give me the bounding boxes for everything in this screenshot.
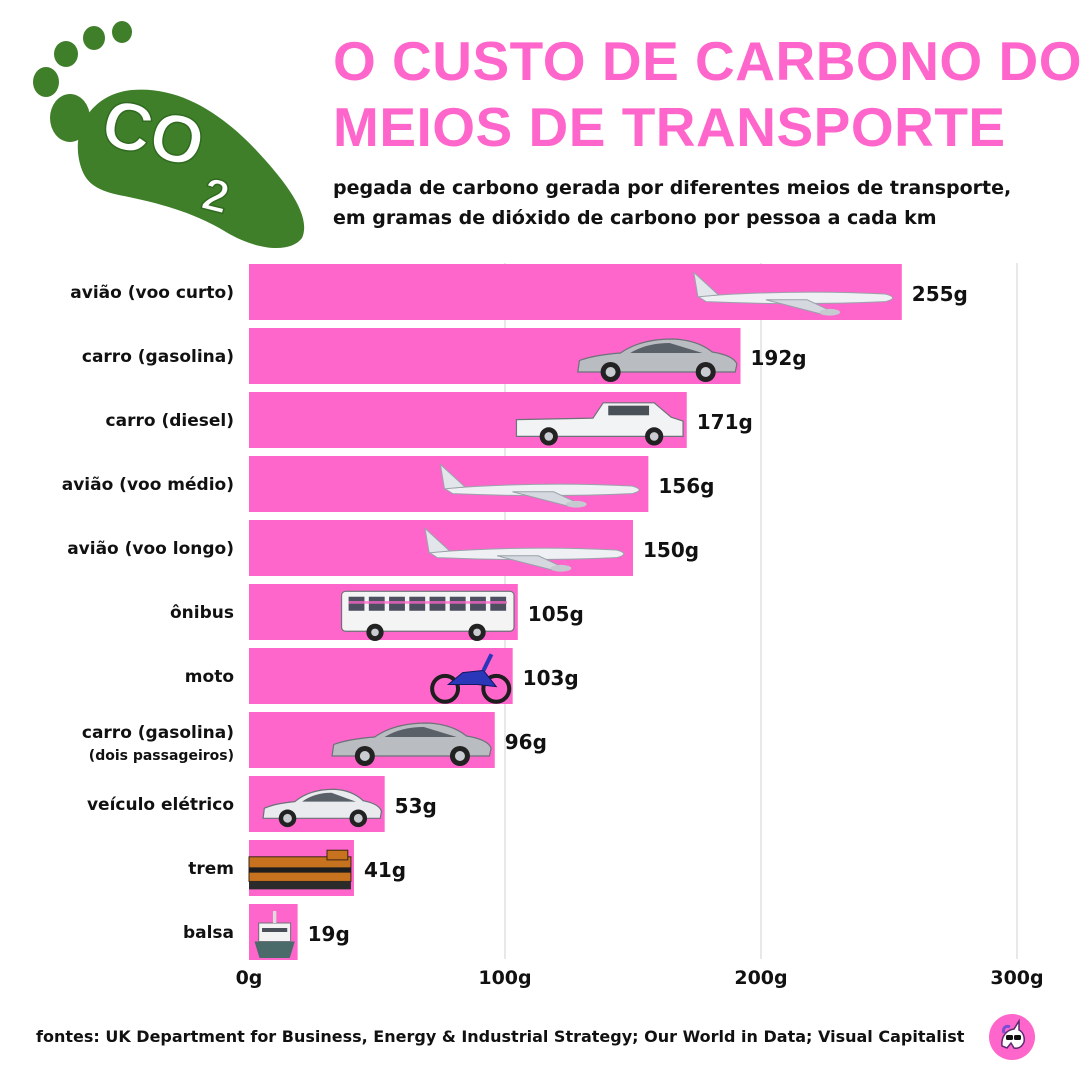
airplane-icon (439, 463, 640, 508)
sources-footnote: fontes: UK Department for Business, Ener… (36, 1027, 965, 1046)
category-label: ônibus (170, 603, 234, 623)
value-label: 105g (528, 602, 584, 626)
sedan-car-icon (331, 722, 492, 766)
category-label: carro (diesel) (106, 411, 234, 431)
category-label: trem (188, 859, 234, 879)
category-label: carro (gasolina) (82, 347, 234, 367)
subtitle: pegada de carbono gerada por diferentes … (333, 173, 1011, 233)
subtitle-line-1: pegada de carbono gerada por diferentes … (333, 177, 1012, 199)
value-label: 41g (364, 858, 406, 882)
ferry-icon (254, 911, 295, 958)
value-label: 96g (505, 730, 547, 754)
airplane-icon (424, 527, 625, 572)
x-tick-label: 0g (236, 967, 263, 989)
value-label: 103g (523, 666, 579, 690)
electric-car-icon (262, 788, 383, 828)
value-label: 171g (697, 410, 753, 434)
x-tick-label: 100g (478, 967, 531, 989)
category-label: avião (voo médio) (62, 475, 234, 495)
value-label: 150g (643, 538, 699, 562)
pickup-truck-icon (515, 402, 684, 446)
category-label: carro (gasolina) (82, 723, 234, 743)
locomotive-icon (248, 849, 352, 890)
category-label: avião (voo longo) (67, 539, 234, 559)
value-label: 53g (395, 794, 437, 818)
value-label: 192g (751, 346, 807, 370)
footprint-icon (33, 21, 305, 249)
category-label: veículo elétrico (87, 795, 234, 815)
x-tick-label: 200g (734, 967, 787, 989)
subtitle-line-2: em gramas de dióxido de carbono por pess… (333, 207, 937, 229)
page-title: O CUSTO DE CARBONO DOS MEIOS DE TRANSPOR… (333, 28, 1080, 160)
title-line-1: O CUSTO DE CARBONO DOS (333, 30, 1080, 92)
sedan-car-icon (577, 338, 738, 382)
value-label: 156g (658, 474, 714, 498)
value-label: 255g (912, 282, 968, 306)
category-sublabel: (dois passageiros) (89, 748, 234, 764)
x-tick-label: 300g (990, 967, 1043, 989)
unicorn-icon (989, 1014, 1035, 1060)
bus-icon (340, 590, 515, 641)
motorcycle-icon (430, 653, 512, 704)
category-label: moto (185, 667, 234, 687)
title-line-2: MEIOS DE TRANSPORTE (333, 96, 1006, 158)
category-label: balsa (183, 923, 234, 943)
category-label: avião (voo curto) (70, 283, 234, 303)
value-label: 19g (308, 922, 350, 946)
co2-footprint-logo: CO 2 (33, 21, 305, 249)
bar-chart: 255g avião (voo curto) 192g carro (gasolina… (62, 263, 1044, 989)
airplane-icon (693, 271, 894, 316)
